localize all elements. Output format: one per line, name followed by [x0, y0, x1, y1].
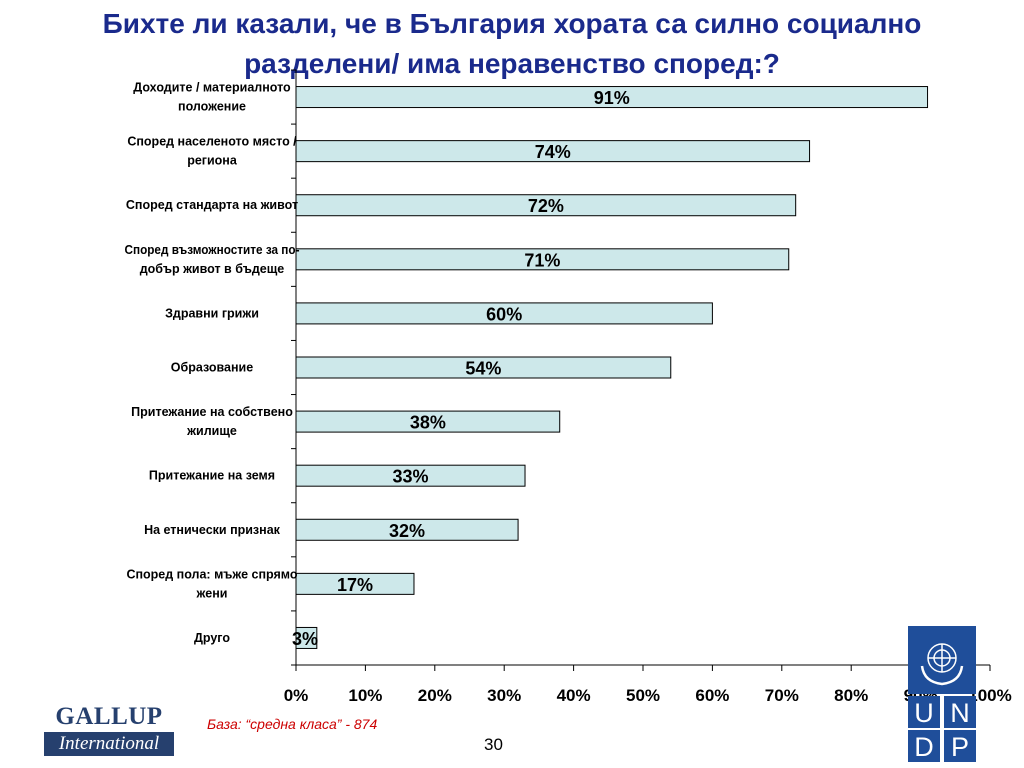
x-tick-label: 100% — [968, 686, 1011, 705]
category-label: Притежание на земя — [149, 469, 275, 483]
undp-letter-cell — [944, 730, 976, 762]
category-label: Друго — [194, 631, 230, 645]
undp-logo: U ND P — [908, 626, 976, 762]
bar-value-label: 71% — [524, 250, 560, 270]
category-labels: Доходите / материалното положение Според н… — [125, 81, 300, 645]
bar-value-label: 74% — [535, 142, 571, 162]
category-label-line: На етнически признак — [144, 523, 281, 537]
undp-letter-cell — [908, 730, 940, 762]
bar-value-label: 32% — [389, 521, 425, 541]
category-label-line: Образование — [171, 361, 253, 375]
base-note: База: “средна класа” - 874 — [207, 716, 378, 732]
category-label-line: Според възможностите за по- — [125, 243, 300, 257]
category-label: Здравни грижи — [165, 306, 259, 320]
chart-title-line-1: Бихте ли казали, че в България хората са… — [102, 8, 922, 39]
page-number: 30 — [484, 735, 503, 754]
x-tick-label: 20% — [418, 686, 452, 705]
bar — [295, 194, 797, 217]
undp-letter: U — [914, 698, 934, 728]
category-label: Притежание на собствено жилище — [131, 405, 293, 438]
x-tick-label: 0% — [284, 686, 309, 705]
chart-title: Бихте ли казали, че в България хората са… — [0, 4, 1024, 84]
gallup-logo-line-1: GALLUP — [55, 703, 163, 730]
bar-value-label: 91% — [594, 88, 630, 108]
category-label: Според населеното място / региона — [127, 135, 297, 168]
bar — [295, 464, 526, 487]
x-tick-label: 50% — [626, 686, 660, 705]
x-axis-ticks: 0% 10% 20% 30% 40% 50% 60% 70% 80% 90% 100% — [284, 665, 1012, 705]
category-label-line: Притежание на земя — [149, 469, 275, 483]
bar-value-label: 3% — [292, 629, 318, 649]
bar-value-label: 60% — [486, 304, 522, 324]
category-label-line: Здравни грижи — [165, 306, 259, 320]
bar-value-label: 33% — [392, 467, 428, 487]
undp-letter: P — [951, 732, 969, 762]
x-tick-label: 30% — [487, 686, 521, 705]
category-label-line: Според населеното място / — [127, 135, 297, 149]
bar — [295, 302, 713, 325]
category-label: Доходите / материалното положение — [133, 81, 291, 114]
bar — [295, 248, 790, 271]
bar-value-label: 38% — [410, 413, 446, 433]
undp-letter-grid: U ND P — [908, 696, 976, 762]
bar — [295, 518, 519, 541]
category-label-line: добър живот в бъдеще — [140, 262, 285, 276]
undp-letter-cell — [908, 696, 940, 728]
bar-value-label: 54% — [465, 359, 501, 379]
category-label: Образование — [171, 361, 253, 375]
category-label-line: региона — [187, 154, 238, 168]
category-label: Според пола: мъже спрямо жени — [126, 567, 297, 600]
category-label-line: Според пола: мъже спрямо — [126, 567, 297, 581]
un-emblem-icon — [920, 643, 964, 686]
undp-letter: N — [950, 698, 970, 728]
category-label-line: положение — [178, 100, 246, 114]
chart-bars: 91% 74% 72% 71% 60% 54% 38% 33% 32% 17% 3% — [292, 86, 929, 649]
undp-letter-cell — [944, 696, 976, 728]
bar — [295, 86, 929, 109]
x-tick-label: 40% — [557, 686, 591, 705]
bar — [295, 140, 811, 163]
category-label: Според стандарта на живот — [126, 198, 298, 212]
gallup-logo-line-2: International — [44, 732, 174, 756]
bar — [295, 572, 415, 595]
x-tick-label: 80% — [834, 686, 868, 705]
x-tick-label: 10% — [348, 686, 382, 705]
category-label: На етнически признак — [144, 523, 281, 537]
undp-letter: D — [914, 732, 934, 762]
bar-value-label: 72% — [528, 196, 564, 216]
x-tick-label: 70% — [765, 686, 799, 705]
bar — [295, 626, 318, 649]
category-label-line: жилище — [186, 424, 237, 438]
bar — [295, 410, 561, 433]
gallup-international-logo: GALLUP International — [44, 703, 174, 756]
x-tick-label: 60% — [695, 686, 729, 705]
category-label-line: Притежание на собствено — [131, 405, 293, 419]
category-label-line: Доходите / материалното — [133, 81, 291, 95]
chart-title-line-2: разделени/ има неравенство според:? — [244, 48, 780, 79]
category-label-line: Друго — [194, 631, 230, 645]
category-label: Според възможностите за по-добър живот в… — [125, 243, 300, 276]
category-label-line: Според стандарта на живот — [126, 198, 298, 212]
bar-value-label: 17% — [337, 575, 373, 595]
bar — [295, 356, 672, 379]
category-label-line: жени — [196, 586, 228, 600]
